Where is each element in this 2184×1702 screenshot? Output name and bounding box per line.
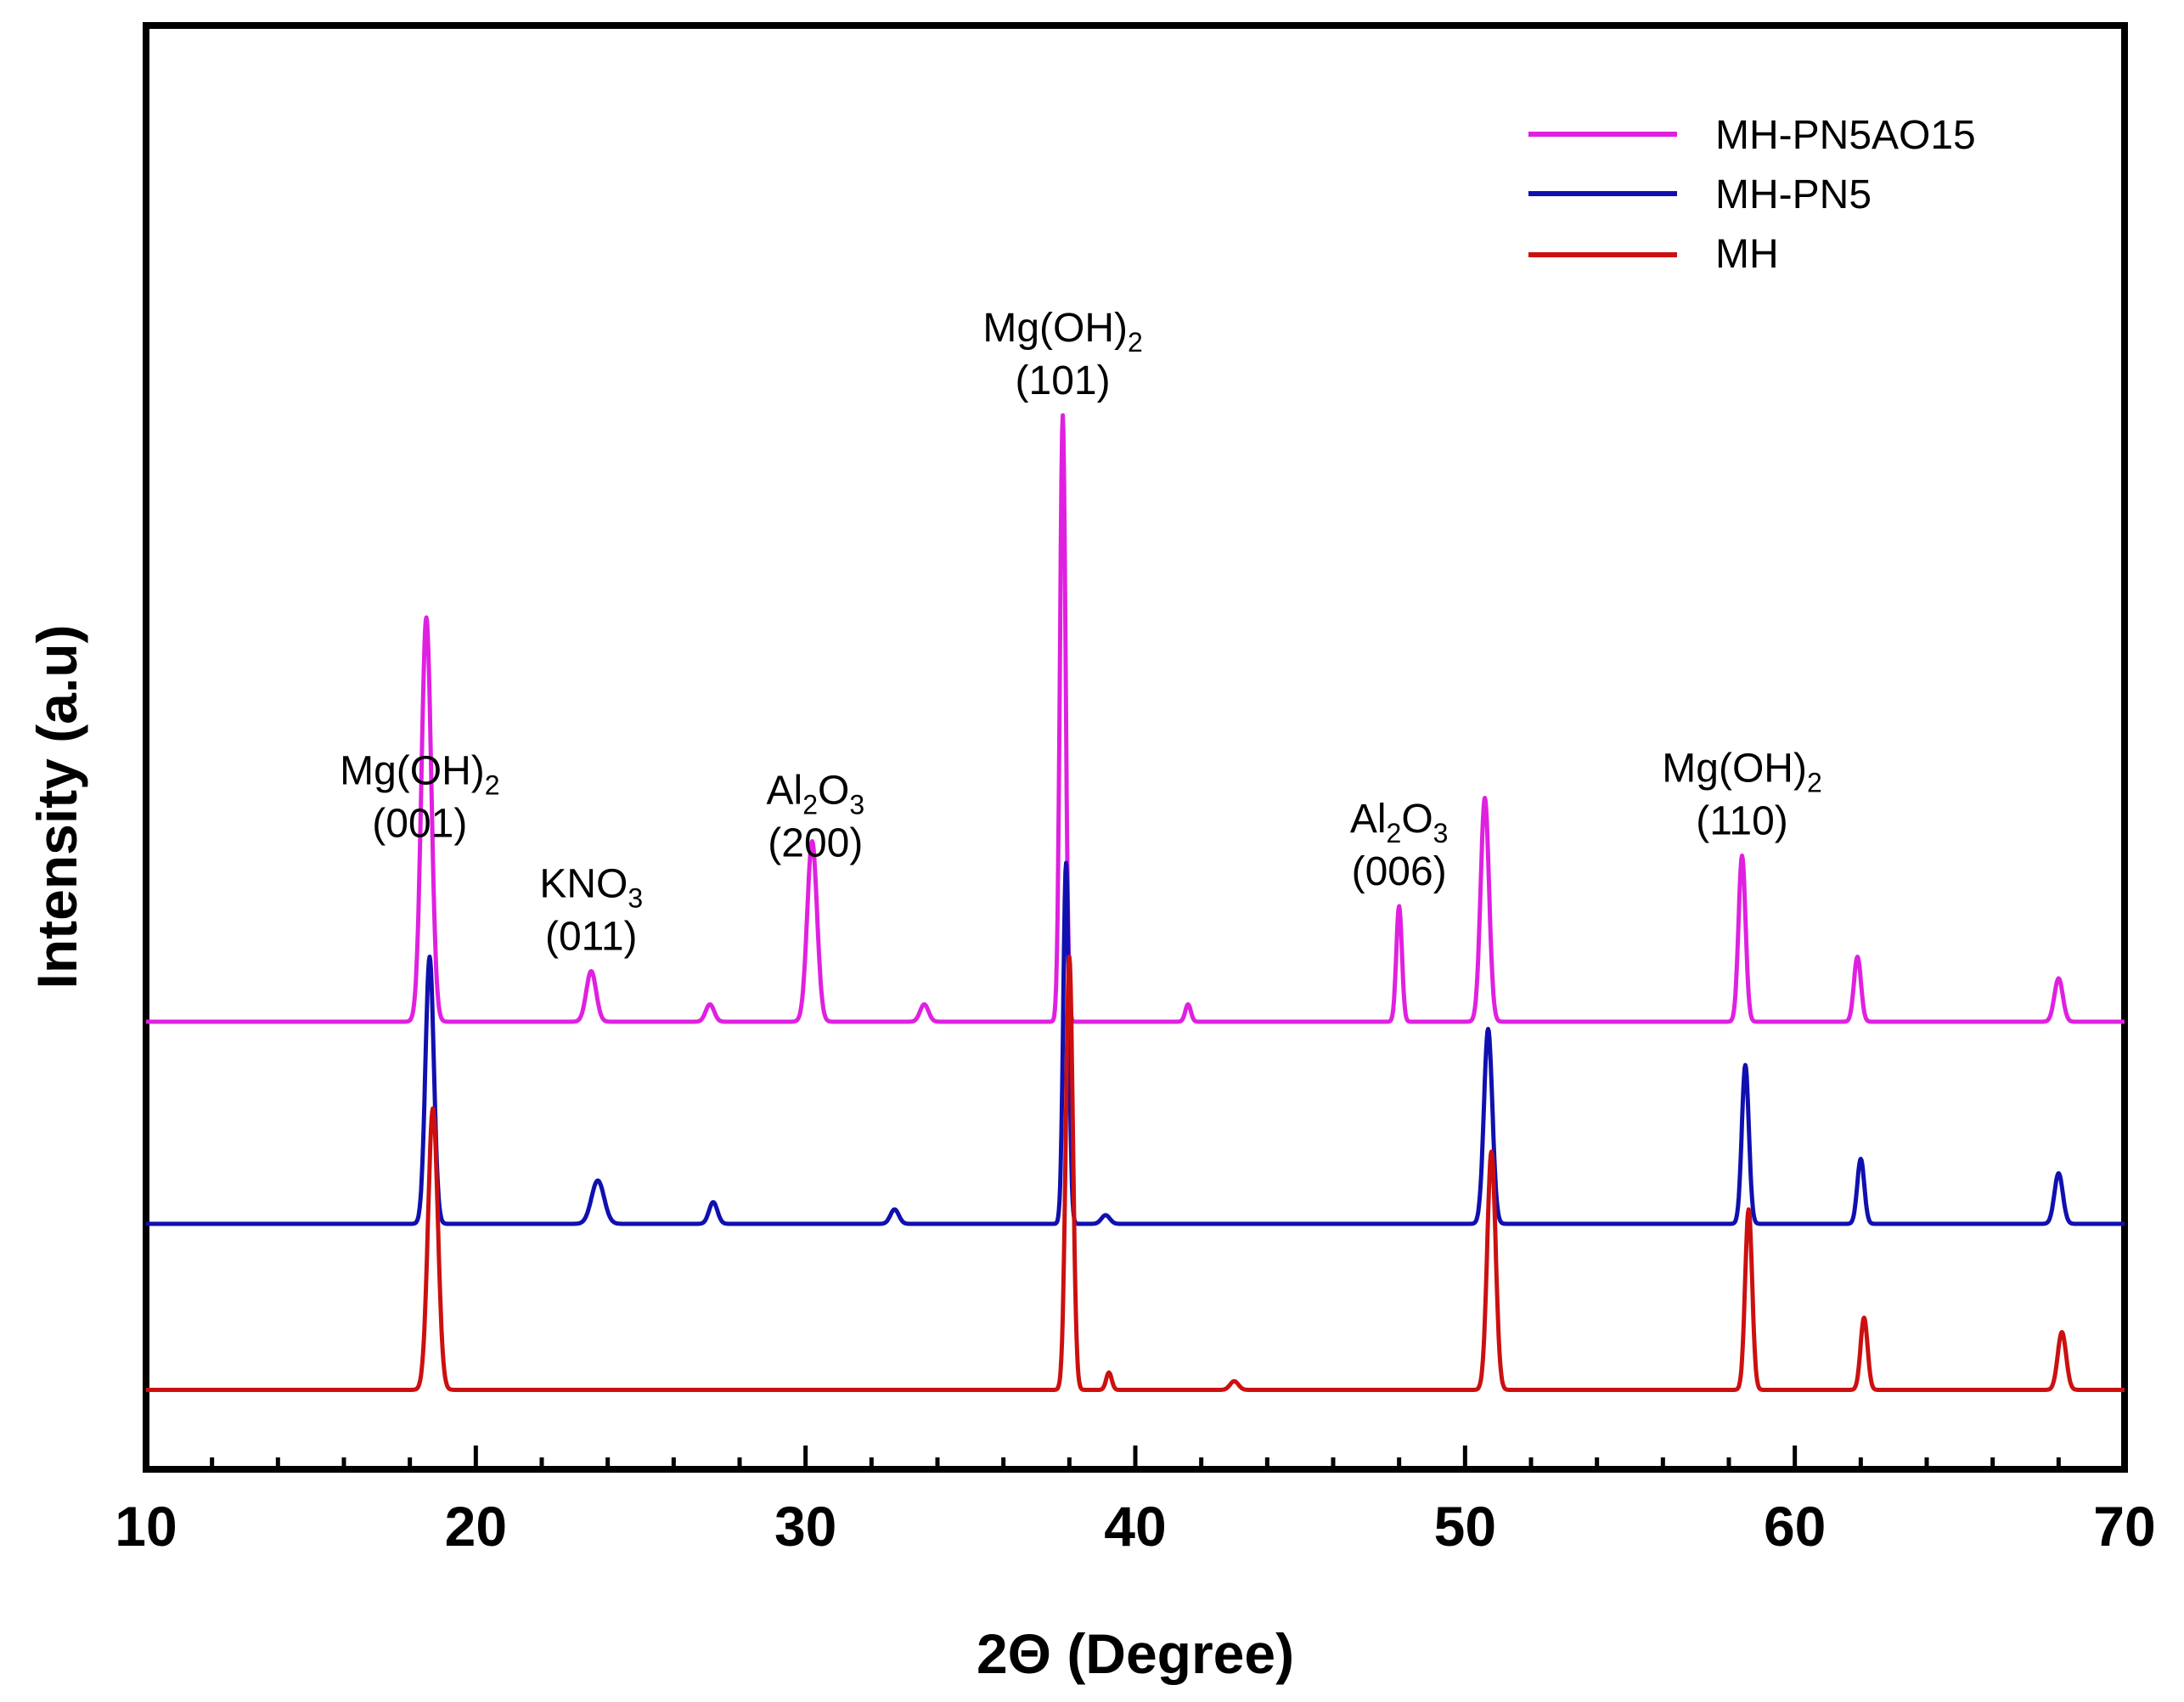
peak-plane-label: (011) <box>545 915 638 960</box>
compound-text: Mg(OH) <box>1662 747 1807 792</box>
series-line-0 <box>144 413 2126 1024</box>
legend-label-2: MH <box>1715 232 1779 277</box>
compound-text: Al <box>767 769 803 814</box>
compound-subscript: 2 <box>1387 818 1402 848</box>
peak-annotations: Mg(OH)2(001)KNO3(011)Al2O3(200)Mg(OH)2(1… <box>340 306 1822 960</box>
compound-subscript: 2 <box>802 790 818 820</box>
x-axis-ticks <box>144 1446 2127 1469</box>
compound-text: Al <box>1350 797 1387 842</box>
compound-text: O <box>1401 797 1433 842</box>
x-tick-label: 30 <box>774 1495 836 1558</box>
legend-label-0: MH-PN5AO15 <box>1715 113 1976 158</box>
peak-compound-label: Mg(OH)2 <box>1662 747 1821 798</box>
plot-frame <box>143 22 2128 1473</box>
x-tick-label: 10 <box>115 1495 177 1558</box>
legend: MH-PN5AO15 MH-PN5 MH <box>1528 113 1976 277</box>
compound-subscript: 3 <box>1433 818 1449 848</box>
x-axis-tick-labels: 10 20 30 40 50 60 70 <box>115 1495 2155 1558</box>
x-tick-label: 40 <box>1104 1495 1166 1558</box>
peak-compound-label: Al2O3 <box>1350 797 1449 848</box>
peak-plane-label: (101) <box>1016 358 1111 403</box>
compound-subscript: 2 <box>1807 768 1822 798</box>
series-line-1 <box>144 860 2126 1226</box>
peak-plane-label: (006) <box>1352 849 1447 894</box>
peak-compound-label: Al2O3 <box>767 769 865 820</box>
compound-text: KNO <box>539 862 628 907</box>
compound-subscript: 2 <box>1128 327 1143 358</box>
compound-subscript: 3 <box>628 883 643 914</box>
x-tick-label: 20 <box>445 1495 507 1558</box>
legend-label-1: MH-PN5 <box>1715 172 1872 217</box>
x-axis-title: 2Θ (Degree) <box>977 1622 1294 1685</box>
series-line-2 <box>144 955 2126 1392</box>
compound-subscript: 2 <box>485 770 500 801</box>
y-axis-title: Intensity (a.u) <box>25 624 88 989</box>
compound-subscript: 3 <box>849 790 864 820</box>
compound-text: O <box>818 769 849 814</box>
compound-text: Mg(OH) <box>982 306 1128 351</box>
peak-plane-label: (200) <box>768 821 863 866</box>
compound-text: Mg(OH) <box>340 749 485 794</box>
peak-compound-label: Mg(OH)2 <box>982 306 1142 358</box>
peak-compound-label: KNO3 <box>539 862 643 914</box>
x-tick-label: 70 <box>2093 1495 2155 1558</box>
peak-plane-label: (110) <box>1696 799 1788 844</box>
series-lines <box>144 413 2126 1392</box>
x-tick-label: 60 <box>1764 1495 1826 1558</box>
x-tick-label: 50 <box>1434 1495 1496 1558</box>
peak-compound-label: Mg(OH)2 <box>340 749 499 801</box>
peak-plane-label: (001) <box>372 802 467 847</box>
